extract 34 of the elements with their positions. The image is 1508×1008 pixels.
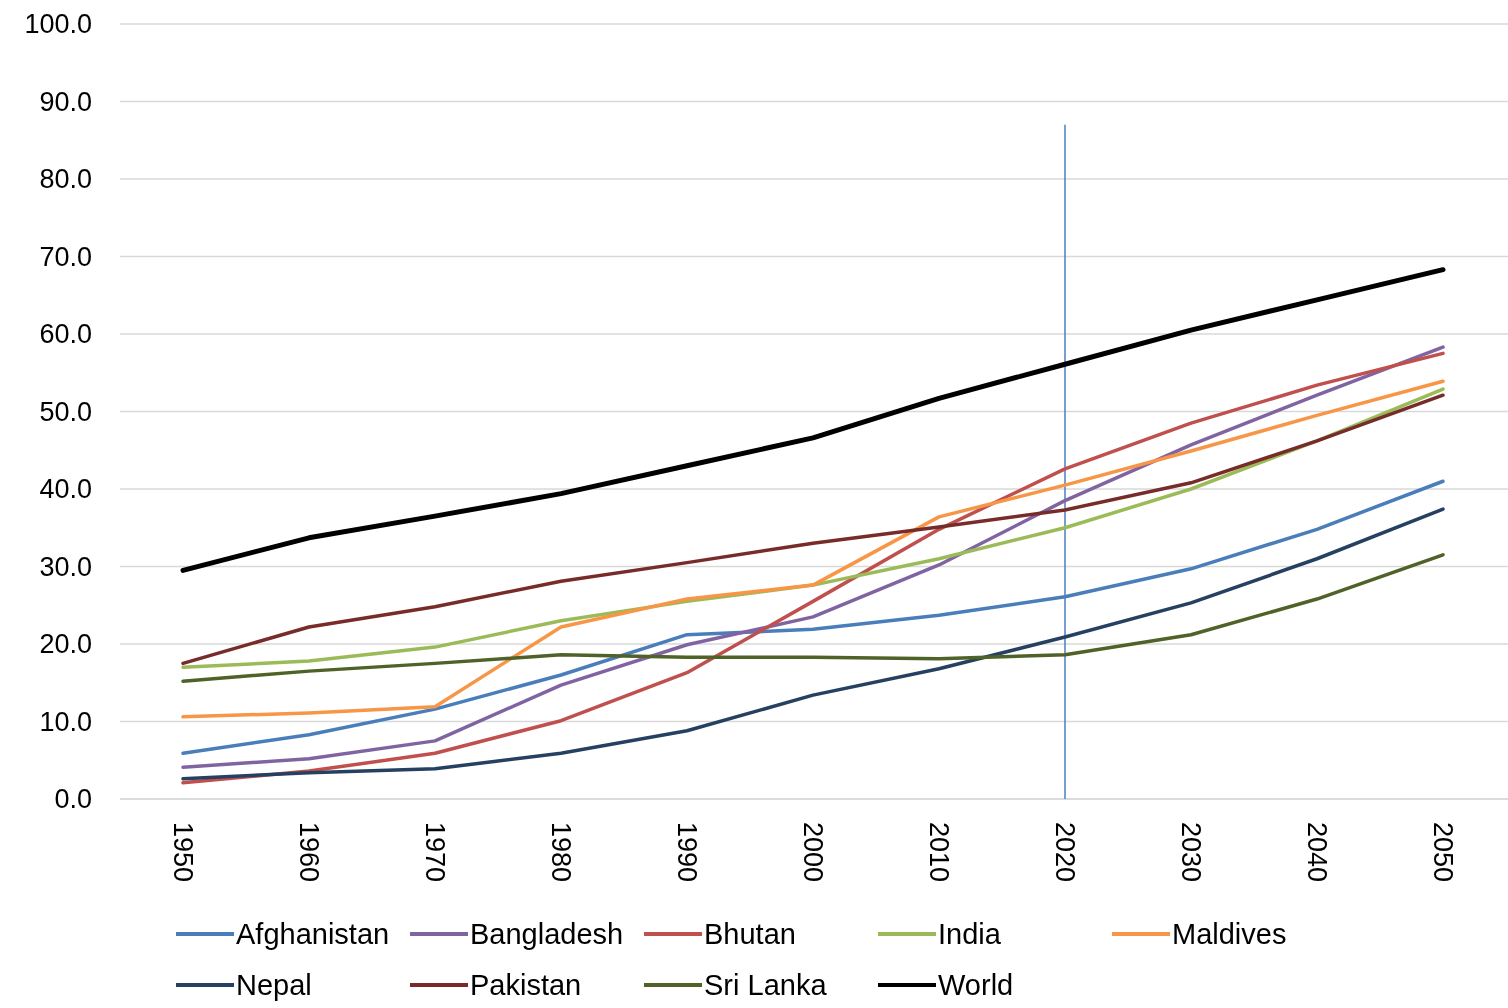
line-series bbox=[181, 379, 1445, 719]
y-tick-label: 50.0 bbox=[39, 396, 92, 427]
x-tick-label: 1950 bbox=[167, 822, 198, 883]
legend-label: Bangladesh bbox=[470, 918, 624, 951]
x-tick-label: 2000 bbox=[797, 822, 828, 883]
line-series bbox=[181, 553, 1445, 683]
x-tick-label: 1970 bbox=[419, 822, 450, 883]
legend-label: Maldives bbox=[1172, 918, 1287, 951]
line-series bbox=[181, 507, 1445, 781]
y-tick-label: 60.0 bbox=[39, 319, 92, 350]
x-tick-label: 2010 bbox=[923, 822, 954, 883]
y-tick-label: 70.0 bbox=[39, 241, 92, 272]
y-tick-label: 80.0 bbox=[39, 164, 92, 195]
y-tick-label: 10.0 bbox=[39, 706, 92, 737]
y-tick-label: 0.0 bbox=[54, 784, 92, 815]
legend-label: Bhutan bbox=[704, 918, 796, 951]
x-tick-label: 1960 bbox=[293, 822, 324, 883]
legend-label: Sri Lanka bbox=[704, 969, 828, 1002]
legend-label: Pakistan bbox=[470, 969, 582, 1002]
y-tick-label: 90.0 bbox=[39, 86, 92, 117]
x-tick-label: 1990 bbox=[671, 822, 702, 883]
x-tick-label: 2020 bbox=[1049, 822, 1080, 883]
legend-label: World bbox=[938, 969, 1014, 1002]
y-tick-label: 20.0 bbox=[39, 629, 92, 660]
legend-label: Nepal bbox=[236, 969, 312, 1002]
y-tick-label: 100.0 bbox=[24, 9, 92, 40]
x-tick-label: 1980 bbox=[545, 822, 576, 883]
legend-label: Afghanistan bbox=[236, 918, 390, 951]
y-tick-label: 30.0 bbox=[39, 551, 92, 582]
y-tick-label: 40.0 bbox=[39, 474, 92, 505]
x-tick-label: 2040 bbox=[1301, 822, 1332, 883]
x-tick-label: 2050 bbox=[1427, 822, 1458, 883]
legend-label: India bbox=[938, 918, 1002, 951]
x-tick-label: 2030 bbox=[1175, 822, 1206, 883]
